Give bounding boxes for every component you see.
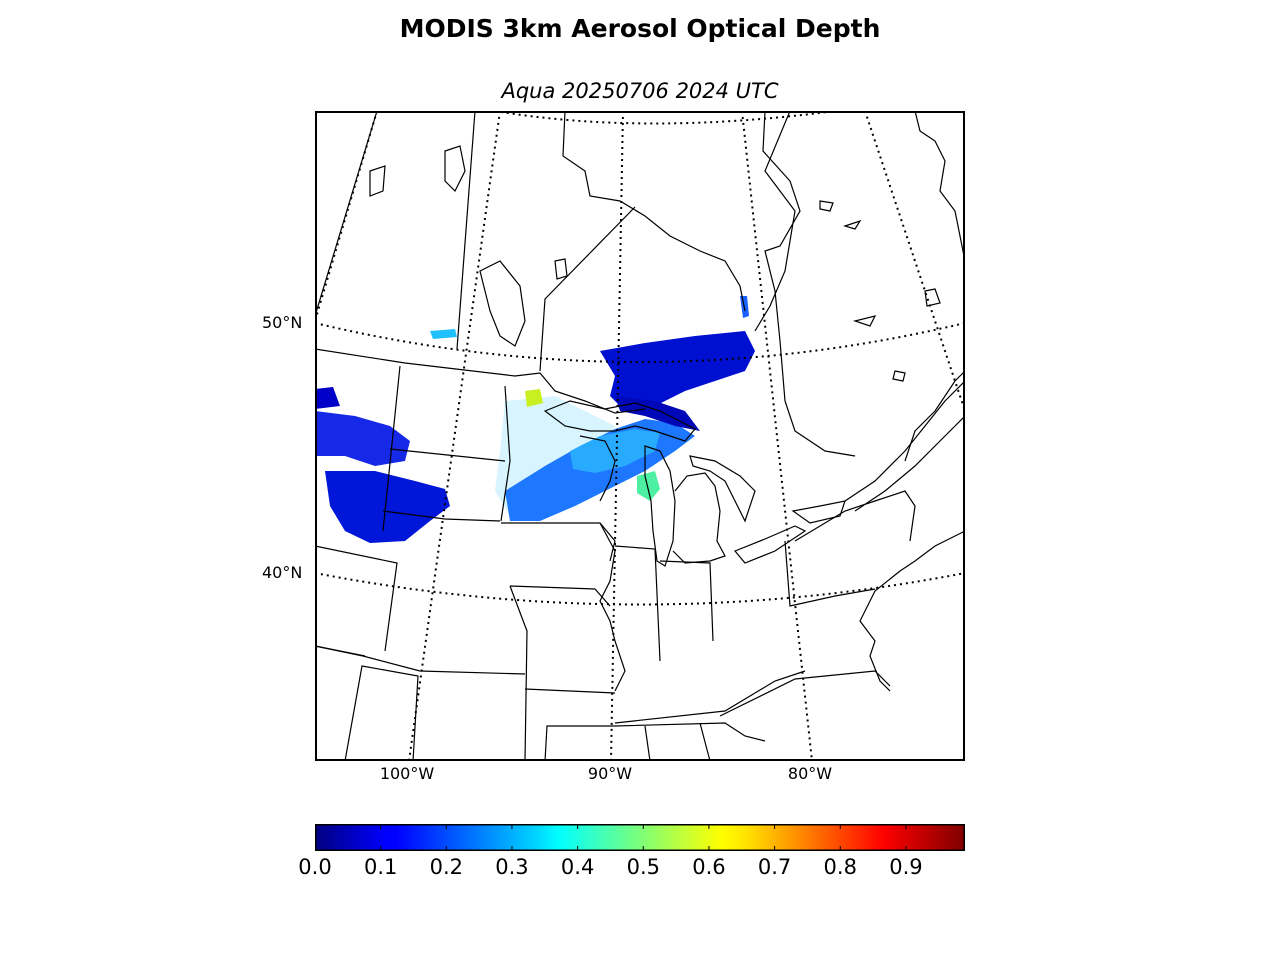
border-mn-west (500, 385, 511, 522)
james-bay-coast (762, 111, 856, 457)
quebec-lake-4 (892, 370, 906, 382)
lon-label-100w: 100°W (379, 764, 435, 783)
colorbar-tick-label: 0.4 (560, 855, 595, 879)
lat-label-50n: 50°N (262, 313, 303, 332)
border-co-ks (315, 645, 366, 657)
lon-label-80w: 80°W (787, 764, 833, 783)
border-sd-ne (382, 510, 501, 522)
lat-label-40n: 40°N (262, 563, 303, 582)
meridian-90w (610, 111, 624, 761)
aerosol-patch-light (570, 429, 660, 473)
atlantic-coast (859, 530, 965, 692)
border-ne-ks (315, 545, 398, 652)
border-oh-pa (784, 540, 876, 607)
michigan-lower (672, 472, 726, 564)
colorbar-tick-label: 0.5 (626, 855, 660, 879)
aerosol-layer (315, 296, 755, 543)
st-lawrence (844, 380, 965, 502)
nw-lakes (369, 165, 386, 197)
lake-michigan (644, 445, 676, 567)
border-ia-mo (509, 585, 611, 607)
colorbar-tick-label: 0.6 (692, 855, 726, 879)
colorbar (315, 824, 965, 851)
quebec-lake-5 (924, 288, 941, 307)
quebec-lake (819, 200, 834, 212)
colorbar-tick-label: 0.9 (889, 855, 923, 879)
border-ny (794, 490, 916, 542)
aerosol-patch-west-south (325, 471, 450, 543)
border-nd-sd (389, 448, 506, 462)
lake-erie (734, 525, 807, 564)
map-svg (315, 111, 965, 761)
aerosol-patch-north-2 (615, 396, 700, 431)
border-in-oh (659, 560, 714, 642)
map-frame (315, 111, 965, 761)
lake-ontario (791, 500, 846, 524)
figure-title: MODIS 3km Aerosol Optical Depth (399, 14, 881, 43)
quebec-lake-3 (852, 315, 877, 327)
border-alberta-sask (315, 111, 378, 317)
border-mo (509, 585, 528, 761)
border-ky-tn (614, 670, 806, 724)
figure-subtitle: Aqua 20250706 2024 UTC (501, 79, 779, 103)
lon-label-90w: 90°W (587, 764, 633, 783)
border-al-ga (699, 722, 711, 761)
border-west-south (344, 665, 419, 761)
border-il (599, 522, 626, 692)
colorbar-tick-label: 0.0 (298, 855, 332, 879)
hudson-bay-coast (562, 111, 746, 312)
border-mo-ar (524, 688, 616, 694)
border-va-nc (719, 670, 891, 717)
aerosol-patch-west (315, 411, 410, 466)
border-ia-north (501, 522, 616, 562)
border-new-england (904, 370, 965, 462)
lake-winnipeg (479, 260, 526, 347)
aerosol-patch-speck-2 (430, 329, 457, 339)
us-canada-border (315, 348, 646, 414)
colorbar-gradient (315, 824, 965, 851)
aerosol-patch-yellow (525, 389, 543, 407)
st-lawrence-south (854, 415, 965, 512)
lake-superior (543, 400, 696, 442)
border-ms-al (644, 725, 651, 761)
border-manitoba-ontario (539, 206, 636, 372)
aerosol-patch-west-north (315, 387, 340, 409)
aerosol-patch-north (600, 331, 755, 411)
border-tn-south (544, 722, 766, 761)
colorbar-tick-label: 0.7 (757, 855, 792, 879)
quebec-coast (914, 111, 965, 262)
border-mt-nd (382, 365, 401, 532)
aerosol-patch-green (637, 471, 660, 501)
meridian-80w (741, 111, 813, 761)
colorbar-tick-label: 0.8 (823, 855, 857, 879)
border-sask-manitoba (456, 111, 476, 350)
lake-huron (689, 455, 756, 523)
nw-lakes-2 (444, 145, 466, 193)
colorbar-tick-label: 0.2 (429, 855, 464, 879)
boundaries (315, 111, 965, 761)
meridian-100w (408, 111, 501, 761)
quebec-lake-2 (843, 219, 862, 230)
lake-wi-east (579, 435, 616, 502)
colorbar-tick-label: 0.3 (495, 855, 529, 879)
map-panel (315, 111, 965, 761)
border-quebec-ontario (754, 111, 796, 332)
colorbar-svg (315, 824, 965, 851)
nipigon (554, 258, 568, 280)
colorbar-frame (315, 824, 965, 851)
colorbar-tick-label: 0.1 (363, 855, 398, 879)
